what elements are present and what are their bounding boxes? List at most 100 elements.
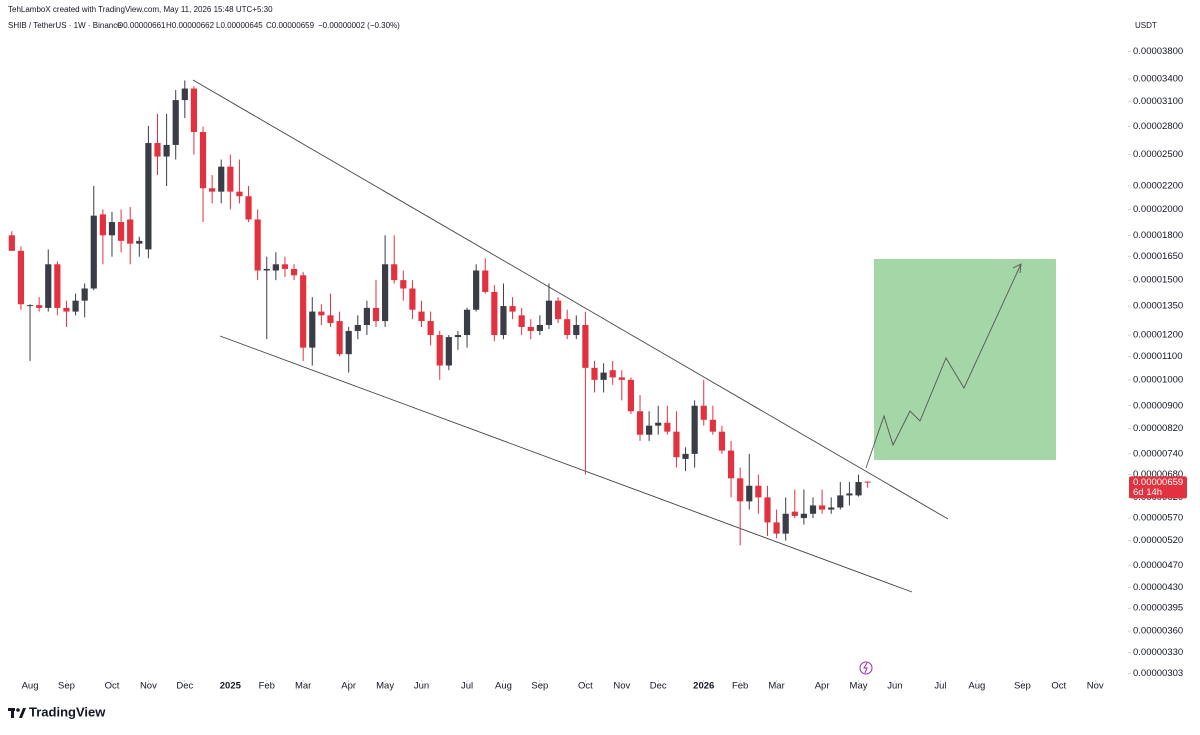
candle-body: [400, 280, 407, 289]
candle-body: [427, 321, 434, 336]
last-price-countdown: 6d 14h: [1133, 487, 1162, 498]
ohlc-open: O0.00000661: [117, 21, 166, 30]
candle-body: [709, 419, 716, 432]
y-tick-label: 0.00002000: [1133, 204, 1183, 215]
candle-body: [591, 367, 598, 380]
ohlc-close: C0.00000659: [266, 21, 315, 30]
candle-body: [564, 319, 571, 336]
candle-body: [545, 300, 553, 325]
candle-body: [300, 275, 307, 348]
symbol-title: SHIB / TetherUS · 1W · Binance: [8, 21, 122, 30]
x-tick-label: Mar: [768, 681, 784, 692]
y-tick-label: 0.00002500: [1133, 149, 1183, 160]
y-tick-label: 0.00000430: [1133, 582, 1183, 593]
y-tick-label: 0.00001000: [1133, 374, 1183, 385]
candle-body: [755, 485, 762, 498]
x-tick-label: Mar: [295, 681, 311, 692]
annotations: [192, 79, 1056, 675]
candle-body: [81, 288, 88, 301]
y-tick-label: 0.00000360: [1133, 626, 1183, 637]
y-tick-label: 0.00002200: [1133, 181, 1183, 192]
logo-part: [19, 708, 26, 718]
x-tick-label: Jun: [414, 681, 429, 692]
x-tick-label: Jun: [887, 681, 902, 692]
x-tick-label: Dec: [176, 681, 193, 692]
x-tick-label: Jul: [461, 681, 473, 692]
candle-body: [791, 511, 798, 516]
candle-body: [354, 324, 361, 331]
candle-body: [318, 311, 325, 316]
candle-body: [819, 505, 826, 510]
candle-body: [45, 264, 52, 308]
y-tick-label: 0.00001650: [1133, 251, 1183, 262]
candle-body: [646, 425, 653, 435]
event-icon-bolt: [863, 662, 868, 674]
y-tick-label: 0.00000395: [1133, 603, 1183, 614]
x-tick-label: 2025: [220, 681, 242, 692]
candle-body: [600, 372, 607, 380]
candle-body: [527, 326, 534, 331]
x-tick-label: May: [850, 681, 868, 692]
candle-body: [509, 306, 516, 312]
candle-body: [418, 311, 425, 322]
brand-logo: [8, 708, 26, 718]
y-tick-label: 0.00003100: [1133, 96, 1183, 107]
x-tick-label: Oct: [1051, 681, 1066, 692]
x-tick-label: Aug: [22, 681, 39, 692]
candle-body: [99, 214, 106, 236]
candle-body: [172, 100, 179, 145]
x-tick-label: Dec: [650, 681, 667, 692]
y-tick-label: 0.00001800: [1133, 230, 1183, 241]
credit: TehLamboX created with TradingView.com, …: [8, 5, 273, 14]
candle-body: [181, 88, 188, 101]
x-tick-label: May: [376, 681, 394, 692]
candle-body: [108, 222, 116, 236]
candle-body: [199, 132, 207, 189]
candle-body: [627, 379, 635, 412]
candle-body: [445, 337, 452, 366]
candle-body: [800, 513, 807, 519]
candle-body: [254, 219, 261, 271]
y-tick-label: 0.00001350: [1133, 301, 1183, 312]
x-tick-label: Feb: [259, 681, 275, 692]
y-tick-label: 0.00003400: [1133, 73, 1183, 84]
candle-body: [536, 324, 543, 331]
upper-trendline: [192, 79, 949, 520]
candle-body: [864, 481, 871, 483]
x-tick-label: Feb: [732, 681, 748, 692]
projection-arrowhead: [1012, 263, 1022, 274]
candle-body: [245, 196, 252, 220]
y-tick-label: 0.00000330: [1133, 647, 1183, 658]
candle-body: [554, 300, 562, 320]
candle-body: [664, 422, 671, 432]
candle-body: [145, 143, 152, 250]
x-tick-label: Sep: [531, 681, 548, 692]
brand-name: TradingView: [29, 704, 106, 719]
last-price-tag: [1129, 476, 1187, 499]
candle-body: [500, 306, 507, 336]
candle-body: [154, 143, 161, 157]
lower-trendline: [219, 335, 913, 593]
candle-body: [846, 493, 853, 496]
candle-body: [290, 268, 298, 276]
candle-body: [117, 222, 125, 241]
candle-body: [737, 478, 744, 502]
candle-body: [136, 240, 143, 244]
y-tick-label: 0.00000680: [1133, 469, 1183, 480]
ohlc-high: H0.00000662: [166, 21, 215, 30]
candle-body: [454, 335, 462, 338]
candle-body: [518, 315, 525, 327]
ohlc-low: L0.00000645: [216, 21, 263, 30]
projection-path: [865, 263, 1022, 469]
y-tick-label: 0.00000740: [1133, 448, 1183, 459]
x-tick-label: Aug: [495, 681, 512, 692]
candle-body: [718, 431, 726, 451]
x-tick-label: Apr: [341, 681, 356, 692]
y-tick-label: 0.00000900: [1133, 400, 1183, 411]
candle-body: [236, 191, 243, 197]
candle-body: [655, 422, 662, 426]
y-tick-label: 0.00003800: [1133, 46, 1183, 57]
logo-part: [16, 708, 20, 712]
candle-body: [473, 270, 480, 310]
